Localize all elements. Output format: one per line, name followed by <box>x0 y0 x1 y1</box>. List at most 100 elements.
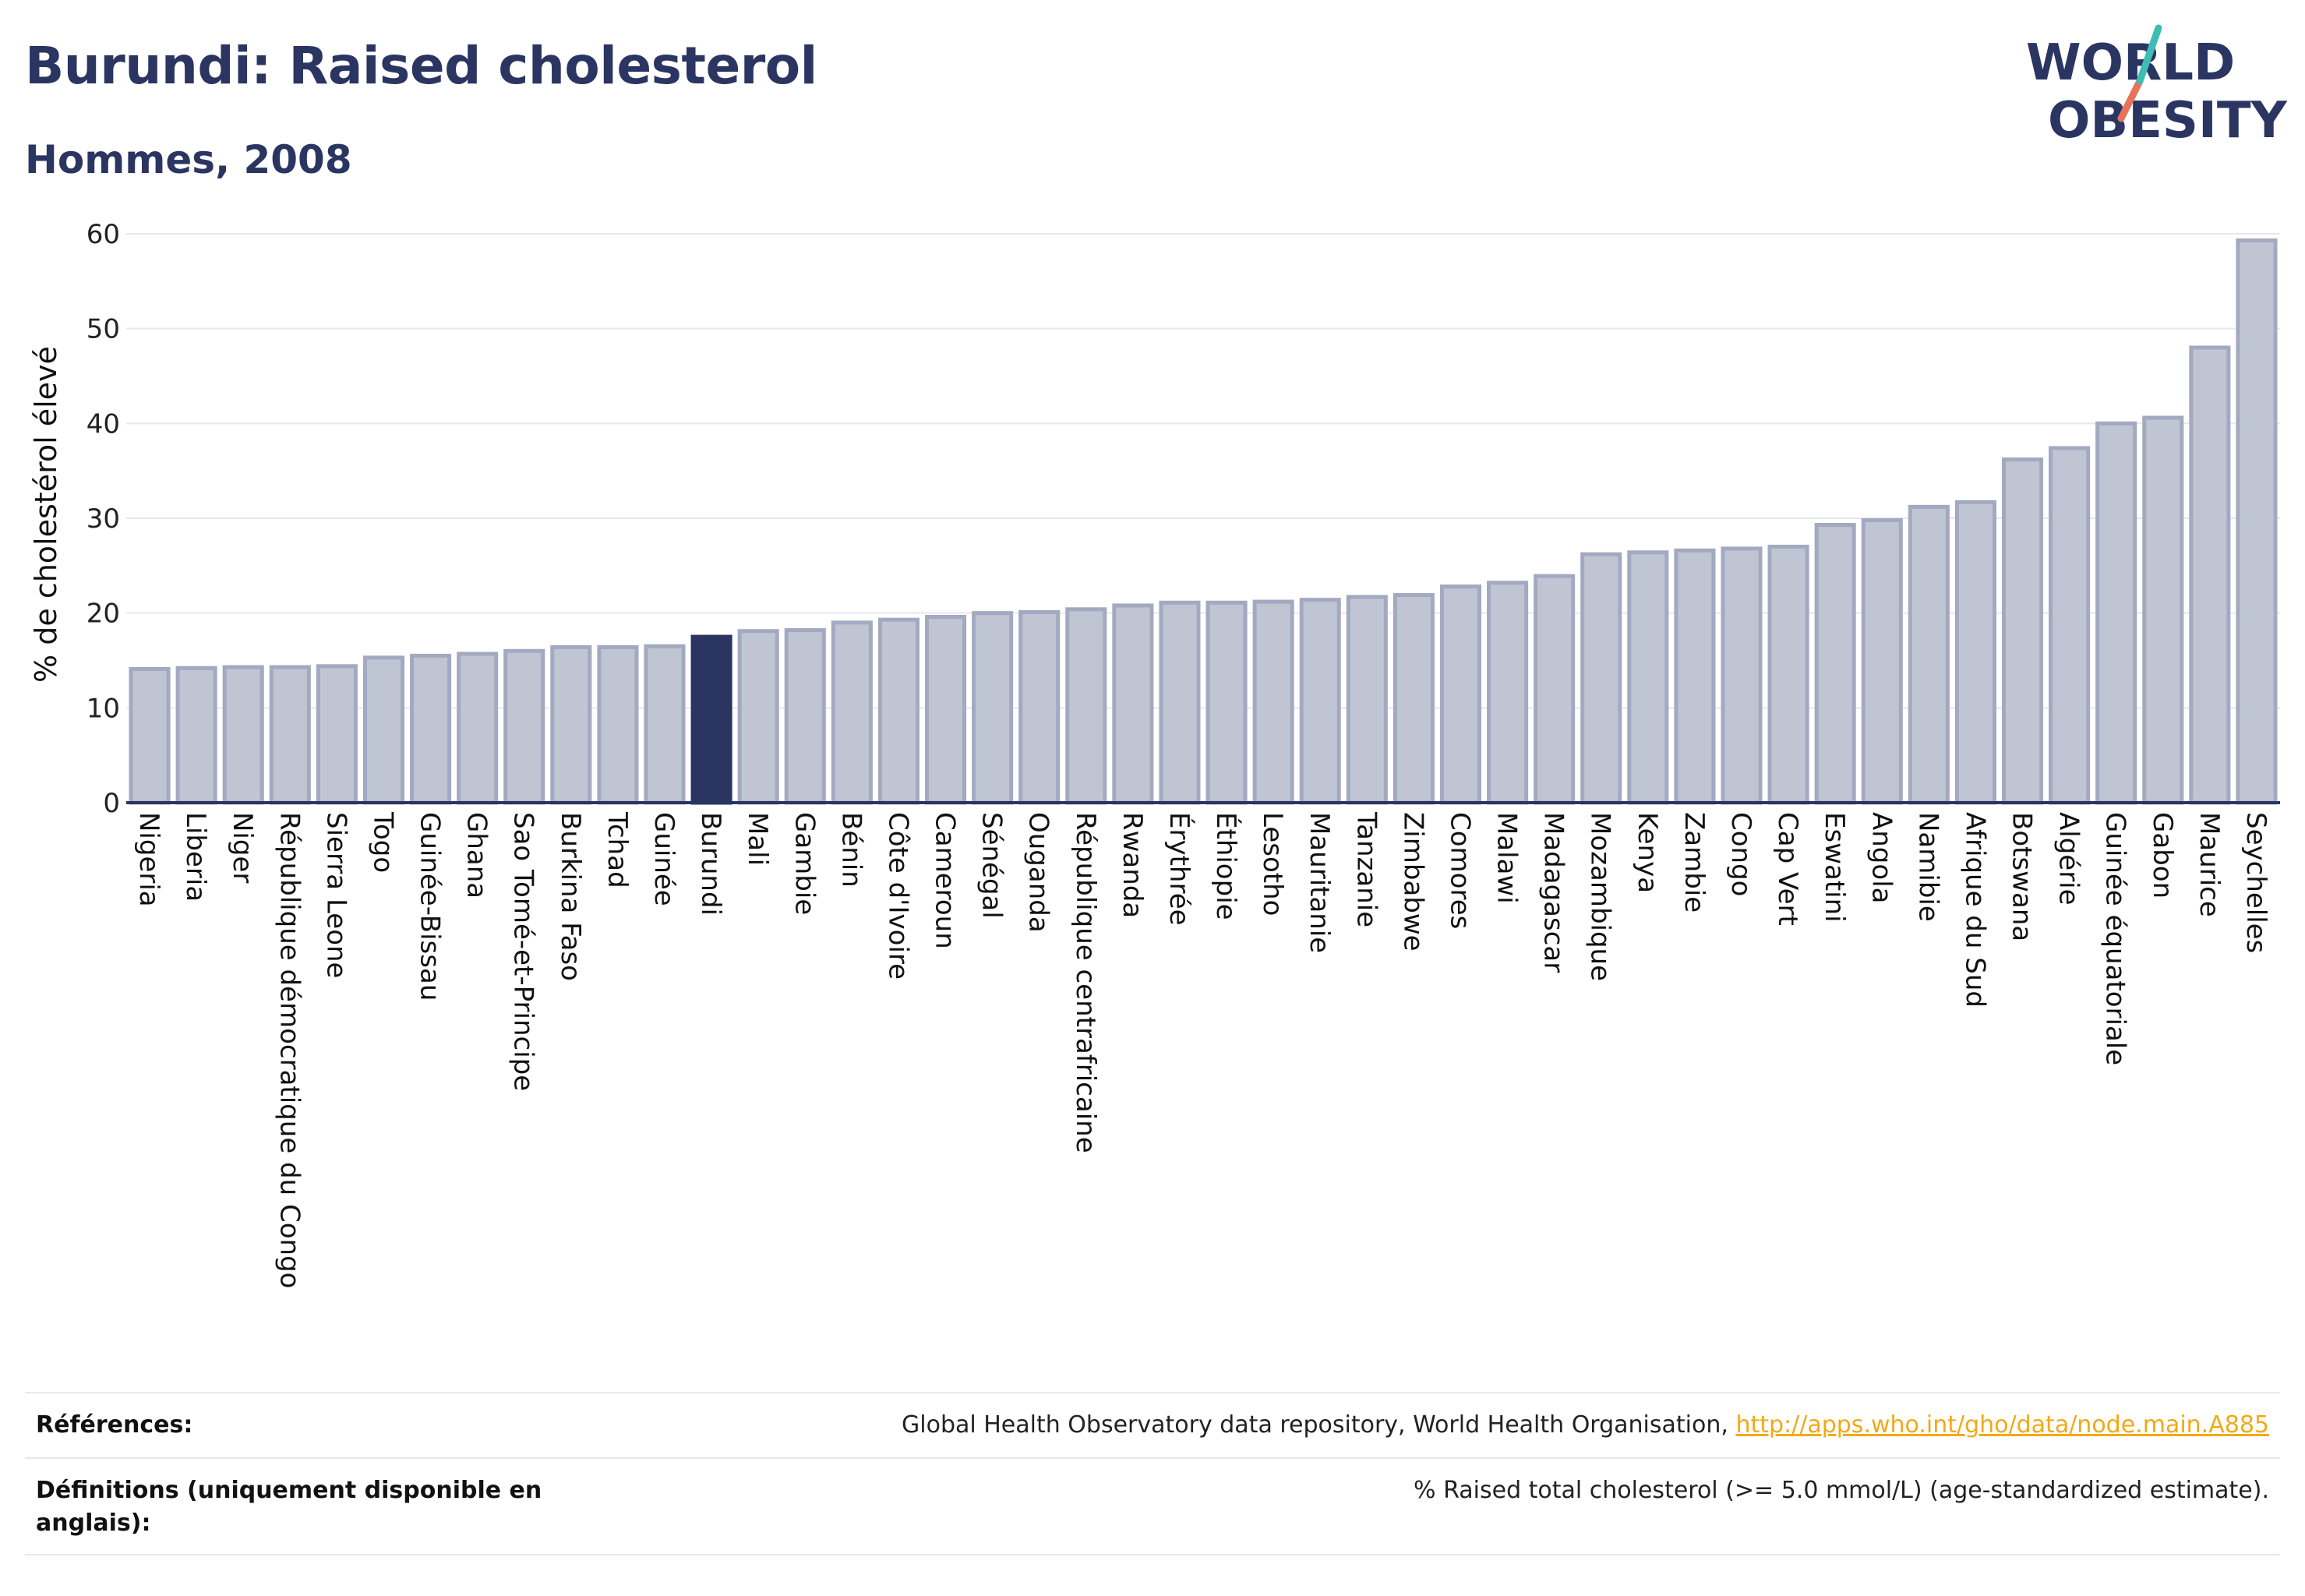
logo-slash-coral <box>2117 77 2144 122</box>
bar[interactable] <box>1346 595 1388 805</box>
bar[interactable] <box>2236 238 2278 805</box>
bar[interactable] <box>1487 581 1529 805</box>
x-tick-label: Malawi <box>1491 812 1523 904</box>
bar[interactable] <box>737 629 779 805</box>
y-tick-label: 0 <box>103 788 120 819</box>
x-tick-label: Mali <box>742 812 773 866</box>
x-tick-label: Gabon <box>2147 812 2178 899</box>
x-tick-label: Maurice <box>2194 812 2225 917</box>
bar[interactable] <box>1627 550 1669 805</box>
x-tick-label: Afrique du Sud <box>1959 812 1990 1008</box>
x-tick-label: Mauritanie <box>1304 812 1335 953</box>
definitions-row: Définitions (uniquement disponible en an… <box>25 1457 2280 1555</box>
x-tick-label: Sao Tomé-et-Principe <box>508 812 539 1091</box>
bar[interactable] <box>175 666 217 805</box>
bar[interactable] <box>316 664 358 805</box>
bar-chart: 0 10 20 30 40 50 60 Nigeria Liberia Niger Républi… <box>29 219 2280 1288</box>
x-tick-label: Cap Vert <box>1772 812 1803 926</box>
x-tick-label: Algérie <box>2053 812 2084 906</box>
bar[interactable] <box>2189 345 2231 805</box>
bar[interactable] <box>1954 500 1996 805</box>
logo-line-2: OBESITY <box>2048 92 2287 150</box>
x-tick-label: Cameroun <box>930 812 961 949</box>
x-tick-label: Burkina Faso <box>555 812 586 981</box>
bar[interactable] <box>924 615 967 805</box>
x-tick-label: Rwanda <box>1117 812 1148 918</box>
bar-highlighted[interactable] <box>690 634 732 805</box>
bar[interactable] <box>1205 600 1248 805</box>
bar[interactable] <box>550 644 592 805</box>
x-tick-label: Tanzanie <box>1350 811 1382 927</box>
bar[interactable] <box>784 628 826 805</box>
footer-bottom-rule <box>25 1554 2280 1555</box>
x-tick-label: Kenya <box>1632 812 1663 893</box>
x-tick-label: Bénin <box>835 812 867 888</box>
bar[interactable] <box>2001 457 2044 805</box>
x-tick-label: Zimbabwe <box>1397 812 1428 952</box>
bar[interactable] <box>1018 609 1061 805</box>
bar[interactable] <box>2095 421 2137 805</box>
bar[interactable] <box>1534 574 1576 805</box>
footer: Références: Global Health Observatory da… <box>25 1392 2280 1555</box>
bar[interactable] <box>972 611 1014 805</box>
y-tick-label: 40 <box>86 408 120 440</box>
x-tick-label: Côte d'Ivoire <box>882 812 913 980</box>
bar[interactable] <box>597 644 639 805</box>
x-tick-label: Zambie <box>1678 812 1710 913</box>
bar[interactable] <box>877 617 920 805</box>
bar[interactable] <box>1721 546 1763 805</box>
bar[interactable] <box>644 644 686 805</box>
x-tick-label: Mozambique <box>1585 812 1616 981</box>
bar[interactable] <box>2049 446 2091 805</box>
bar[interactable] <box>1252 599 1294 805</box>
y-tick-label: 20 <box>86 598 120 630</box>
bar[interactable] <box>1299 598 1341 805</box>
bar[interactable] <box>129 666 171 805</box>
x-tick-label: Sénégal <box>976 812 1008 919</box>
bar[interactable] <box>362 655 405 805</box>
bar[interactable] <box>457 651 499 805</box>
x-tick-label: Seychelles <box>2240 812 2271 953</box>
x-tick-label: Congo <box>1725 812 1756 896</box>
references-label: Références: <box>36 1411 193 1439</box>
x-tick-label: Togo <box>367 811 398 873</box>
x-tick-label: Nigeria <box>133 812 164 907</box>
x-tick-label: Tchad <box>602 811 633 888</box>
bar[interactable] <box>1674 548 1716 805</box>
bar[interactable] <box>503 648 545 805</box>
references-row: Références: Global Health Observatory da… <box>25 1392 2280 1457</box>
bar[interactable] <box>831 620 873 805</box>
x-tick-label: Botswana <box>2007 812 2038 941</box>
y-axis-label: % de cholestérol élevé <box>29 346 63 683</box>
bar[interactable] <box>1861 517 1903 805</box>
logo-line-1: WORLD <box>2026 34 2235 92</box>
bar[interactable] <box>1393 593 1435 805</box>
x-tick-label: Ghana <box>461 812 492 899</box>
bar[interactable] <box>1065 607 1107 805</box>
x-tick-label: Angola <box>1866 812 1897 903</box>
x-tick-label: Guinée-Bissau <box>415 812 446 1001</box>
x-tick-label: Eswatini <box>1819 812 1850 923</box>
bar[interactable] <box>1112 603 1154 805</box>
definitions-value: % Raised total cholesterol (>= 5.0 mmol/… <box>1414 1477 2269 1504</box>
bar[interactable] <box>1439 584 1482 805</box>
bar[interactable] <box>1580 552 1622 805</box>
bar[interactable] <box>2142 415 2184 805</box>
bar[interactable] <box>269 665 311 805</box>
y-tick-label: 50 <box>86 314 120 345</box>
references-link[interactable]: http://apps.who.int/gho/data/node.main.A… <box>1735 1411 2269 1439</box>
definitions-label: Définitions (uniquement disponible en an… <box>36 1477 542 1537</box>
bar[interactable] <box>1159 600 1201 805</box>
logo-slash-teal <box>2136 24 2162 85</box>
bar[interactable] <box>410 653 452 805</box>
bar[interactable] <box>1767 545 1809 805</box>
bar[interactable] <box>1908 504 1950 805</box>
x-tick-label: Liberia <box>180 812 211 902</box>
x-tick-label: République centrafricaine <box>1070 812 1101 1153</box>
x-tick-label: Guinée équatoriale <box>2100 812 2131 1065</box>
y-tick-label: 10 <box>86 693 120 724</box>
bar[interactable] <box>1814 523 1856 805</box>
bar[interactable] <box>222 665 264 805</box>
x-tick-label: Madagascar <box>1538 812 1569 973</box>
x-tick-label: République démocratique du Congo <box>274 812 305 1288</box>
